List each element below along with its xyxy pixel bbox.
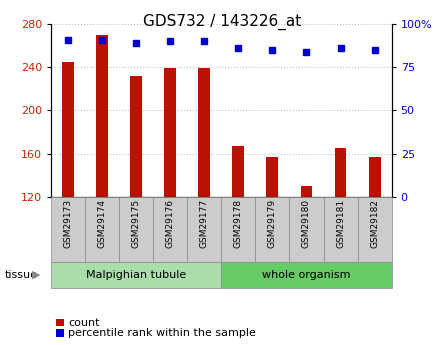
Text: Malpighian tubule: Malpighian tubule bbox=[86, 270, 186, 280]
Bar bbox=[290, 197, 324, 262]
Bar bbox=[198, 68, 210, 197]
Text: ▶: ▶ bbox=[32, 270, 40, 280]
Bar bbox=[62, 62, 74, 197]
Text: GSM29175: GSM29175 bbox=[132, 199, 141, 248]
Text: GSM29181: GSM29181 bbox=[336, 199, 345, 248]
Bar bbox=[222, 262, 392, 288]
Text: GSM29174: GSM29174 bbox=[98, 199, 107, 248]
Text: whole organism: whole organism bbox=[262, 270, 351, 280]
Bar bbox=[267, 157, 279, 197]
Bar bbox=[232, 146, 244, 197]
Text: percentile rank within the sample: percentile rank within the sample bbox=[68, 328, 256, 338]
Bar bbox=[368, 157, 380, 197]
Bar bbox=[335, 148, 347, 197]
Bar bbox=[358, 197, 392, 262]
Text: GDS732 / 143226_at: GDS732 / 143226_at bbox=[143, 14, 302, 30]
Text: GSM29182: GSM29182 bbox=[370, 199, 379, 248]
Bar bbox=[96, 35, 108, 197]
Text: GSM29177: GSM29177 bbox=[200, 199, 209, 248]
Bar bbox=[222, 197, 255, 262]
Bar bbox=[51, 197, 85, 262]
Bar bbox=[119, 197, 153, 262]
Text: GSM29178: GSM29178 bbox=[234, 199, 243, 248]
Bar bbox=[187, 197, 222, 262]
Text: GSM29180: GSM29180 bbox=[302, 199, 311, 248]
Text: GSM29176: GSM29176 bbox=[166, 199, 175, 248]
Bar bbox=[324, 197, 358, 262]
Text: tissue: tissue bbox=[4, 270, 37, 280]
Bar bbox=[255, 197, 290, 262]
Bar bbox=[51, 262, 222, 288]
Text: GSM29173: GSM29173 bbox=[64, 199, 73, 248]
Bar bbox=[85, 197, 119, 262]
Bar bbox=[130, 76, 142, 197]
Bar bbox=[164, 68, 176, 197]
Text: GSM29179: GSM29179 bbox=[268, 199, 277, 248]
Bar bbox=[300, 186, 312, 197]
Text: count: count bbox=[68, 318, 100, 327]
Bar bbox=[153, 197, 187, 262]
